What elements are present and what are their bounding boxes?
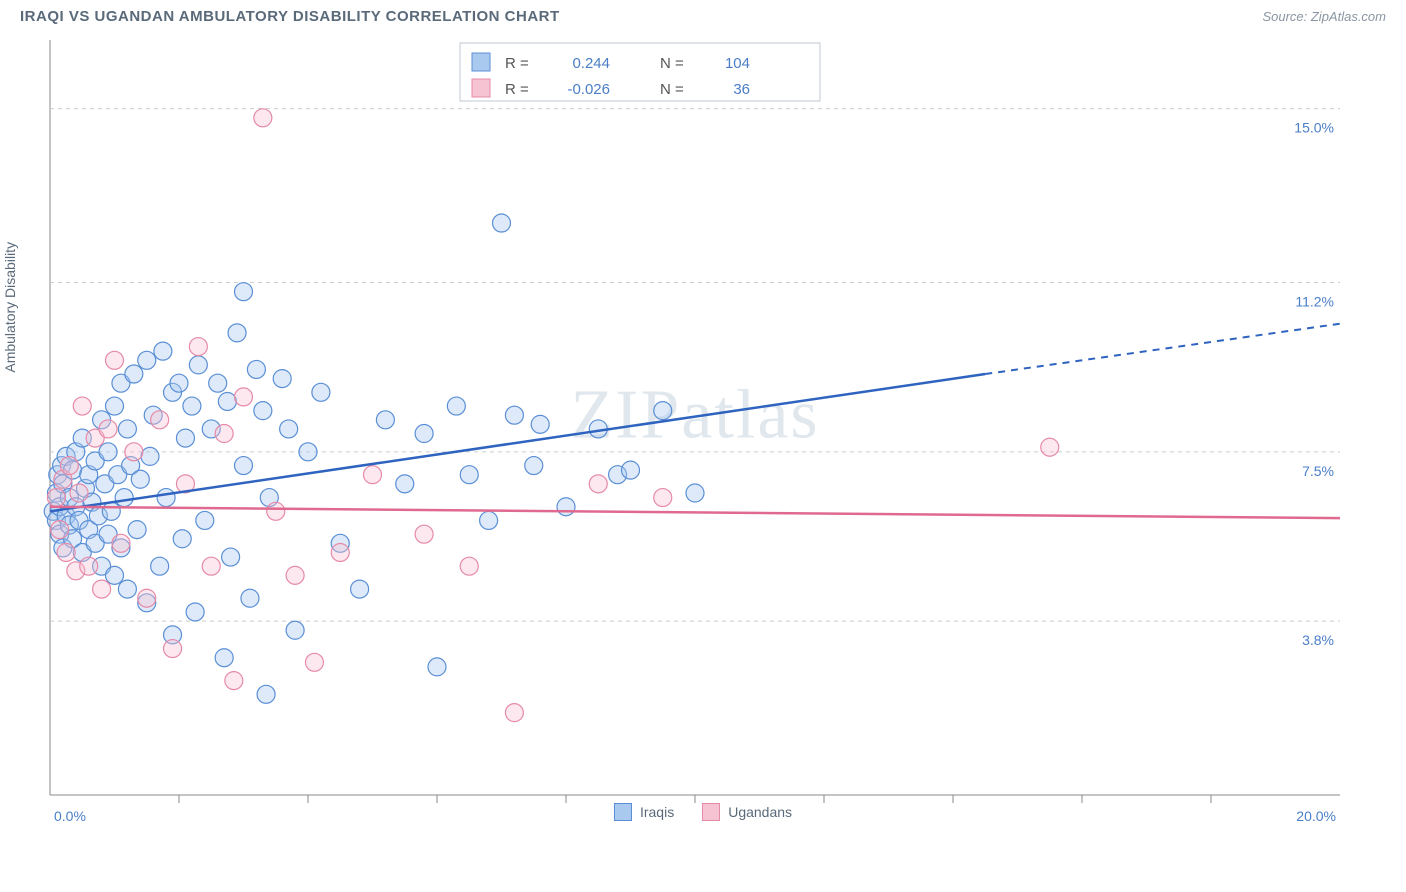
svg-text:-0.026: -0.026 <box>567 81 610 98</box>
svg-text:N =: N = <box>660 55 684 72</box>
svg-text:104: 104 <box>725 55 750 72</box>
svg-text:36: 36 <box>733 81 750 98</box>
svg-text:15.0%: 15.0% <box>1294 120 1334 136</box>
legend-swatch-iraqis <box>614 803 632 821</box>
legend: Iraqis Ugandans <box>614 803 792 821</box>
chart-container: Ambulatory Disability 3.8%7.5%11.2%15.0%… <box>20 35 1386 825</box>
legend-item-ugandans: Ugandans <box>702 803 792 821</box>
svg-text:3.8%: 3.8% <box>1302 632 1334 648</box>
svg-text:0.0%: 0.0% <box>54 808 86 824</box>
svg-text:11.2%: 11.2% <box>1295 294 1334 310</box>
svg-text:0.244: 0.244 <box>572 55 610 72</box>
y-axis-label: Ambulatory Disability <box>2 242 18 373</box>
source-name: ZipAtlas.com <box>1311 9 1386 24</box>
chart-header: IRAQI VS UGANDAN AMBULATORY DISABILITY C… <box>0 0 1406 35</box>
svg-text:R =: R = <box>505 55 529 72</box>
svg-text:7.5%: 7.5% <box>1302 463 1334 479</box>
correlation-scatter-chart: 3.8% 7.5% 11.2% 15.0% 0.0% 20.0% ZIPatlas R = 0.… <box>20 35 1360 825</box>
legend-label-ugandans: Ugandans <box>728 804 792 820</box>
svg-text:N =: N = <box>660 81 684 98</box>
legend-item-iraqis: Iraqis <box>614 803 674 821</box>
source-prefix: Source: <box>1262 9 1310 24</box>
svg-text:ZIPatlas: ZIPatlas <box>570 377 819 454</box>
svg-text:20.0%: 20.0% <box>1296 808 1336 824</box>
svg-text:R =: R = <box>505 81 529 98</box>
legend-label-iraqis: Iraqis <box>640 804 674 820</box>
chart-title: IRAQI VS UGANDAN AMBULATORY DISABILITY C… <box>20 8 560 25</box>
chart-source: Source: ZipAtlas.com <box>1262 9 1386 24</box>
legend-swatch-ugandans <box>702 803 720 821</box>
